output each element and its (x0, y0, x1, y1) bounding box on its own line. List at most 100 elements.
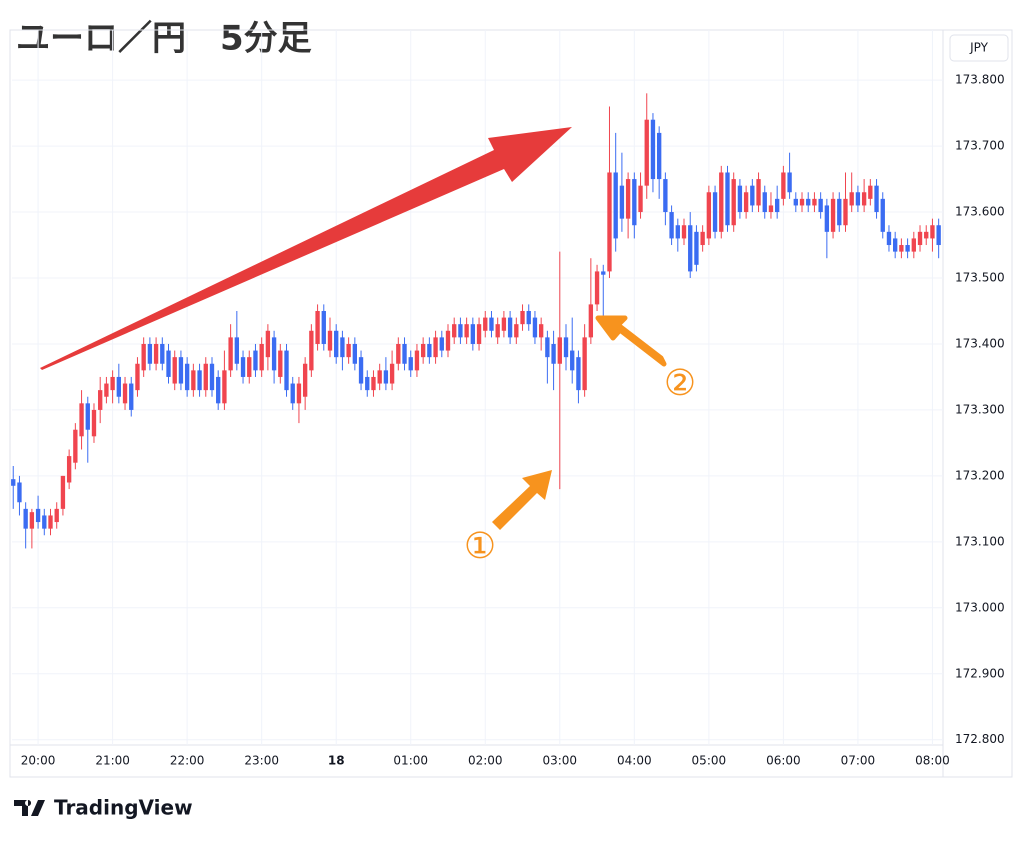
candle-body (899, 245, 904, 252)
candle-body (849, 192, 854, 206)
candle-body (625, 179, 631, 219)
x-tick-label: 08:00 (915, 754, 950, 768)
red-arrow (40, 127, 572, 370)
candle-body (824, 205, 830, 232)
x-tick-label: 05:00 (692, 754, 727, 768)
currency-label[interactable]: JPY (969, 41, 989, 55)
candle-body (129, 383, 134, 410)
candle-body (607, 172, 612, 272)
candle-body (79, 403, 84, 437)
candle-body (66, 456, 72, 483)
candle-body (91, 409, 97, 437)
candle-body (253, 350, 258, 371)
candle-body (507, 317, 513, 338)
x-tick-label: 22:00 (170, 754, 205, 768)
candle-body (11, 479, 16, 486)
candle-body (557, 337, 562, 364)
candle-body (284, 350, 289, 391)
candle-body (209, 363, 215, 391)
candle-body (837, 198, 842, 226)
candle-body (433, 337, 438, 358)
y-tick-label: 173.200 (955, 468, 1005, 482)
y-tick-label: 173.100 (955, 534, 1005, 548)
currency-box[interactable] (949, 34, 1009, 62)
candle-body (613, 172, 618, 239)
candle-body (719, 172, 724, 232)
candle-body (924, 231, 929, 239)
candle-body (35, 508, 41, 523)
candle-body (830, 198, 836, 232)
y-tick-label: 173.800 (955, 73, 1005, 87)
candle-body (240, 357, 246, 377)
candle-body (259, 343, 264, 371)
x-tick-label: 21:00 (95, 754, 130, 768)
candle-body (296, 383, 302, 404)
candle-body (458, 324, 463, 338)
candle-body (327, 330, 333, 351)
brand-name: TradingView (54, 796, 193, 820)
candle-body (712, 192, 718, 232)
candle-body (874, 185, 879, 213)
candle-body (420, 343, 426, 358)
candle-body (470, 324, 476, 344)
candle-body (427, 343, 432, 358)
candle-body (371, 376, 376, 391)
candle-body (576, 357, 581, 391)
candle-body (265, 330, 271, 358)
candle-body (122, 383, 128, 404)
orange-arrow-2 (595, 315, 667, 367)
candle-body (694, 231, 699, 265)
candle-body (861, 192, 867, 206)
candle-body (445, 330, 451, 351)
candle-body (706, 192, 712, 239)
candle-body (278, 350, 283, 377)
candle-body (818, 198, 823, 213)
candle-body (930, 225, 935, 239)
candle-body (42, 515, 47, 529)
candle-body (880, 198, 885, 232)
y-tick-label: 173.700 (955, 139, 1005, 153)
candle-body (905, 245, 910, 252)
candle-body (464, 324, 469, 338)
candle-body (483, 317, 488, 331)
x-tick-label: 20:00 (21, 754, 56, 768)
candle-body (396, 343, 401, 364)
candle-body (688, 225, 693, 272)
candle-body (17, 482, 22, 503)
annotation-1: ① (464, 526, 496, 567)
candle-body (104, 383, 109, 397)
candle-body (476, 324, 482, 344)
candle-body (358, 357, 364, 384)
candle-body (551, 343, 556, 364)
candle-body (389, 363, 395, 384)
candle-body (153, 343, 159, 364)
candle-body (936, 225, 941, 246)
candle-body (222, 370, 227, 404)
candle-body (48, 515, 53, 529)
candle-body (768, 205, 774, 213)
x-tick-label: 04:00 (617, 754, 652, 768)
candle-body (402, 343, 407, 364)
candle-body (619, 185, 625, 219)
candle-body (160, 343, 165, 364)
candle-body (644, 119, 649, 186)
x-tick-label: 02:00 (468, 754, 503, 768)
candle-body (247, 357, 252, 377)
candle-body (172, 357, 177, 384)
candle-body (166, 350, 171, 377)
candle-body (843, 198, 848, 226)
candle-body (650, 119, 656, 180)
candle-body (60, 475, 66, 509)
candle-body (203, 363, 208, 391)
candle-body (340, 337, 345, 358)
x-tick-label: 07:00 (841, 754, 876, 768)
candle-body (383, 370, 389, 384)
candle-body (346, 343, 351, 358)
y-tick-label: 172.800 (955, 732, 1005, 746)
plot (11, 30, 943, 745)
candle-body (893, 238, 898, 252)
candle-body (669, 212, 674, 239)
candle-body (377, 370, 382, 384)
candle-body (352, 343, 358, 364)
brand: TradingView (14, 796, 193, 820)
